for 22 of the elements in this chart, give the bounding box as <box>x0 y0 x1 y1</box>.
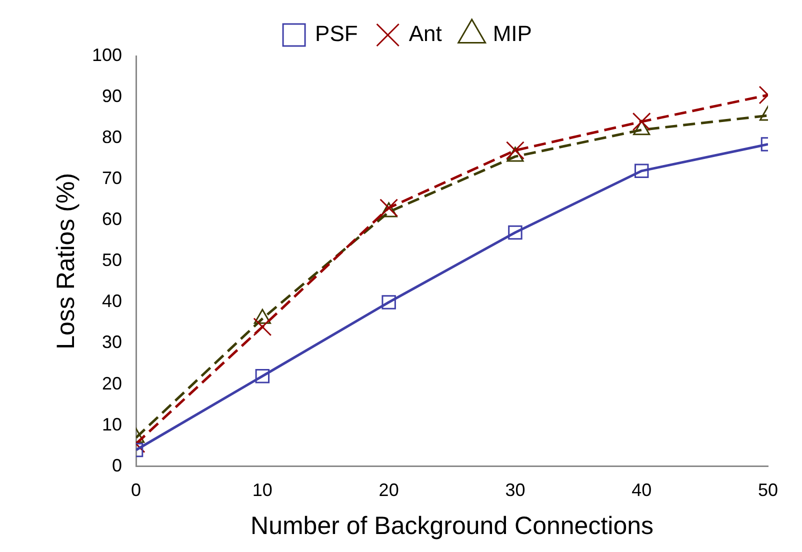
x-axis-title: Number of Background Connections <box>250 512 654 540</box>
y-tick-label: 20 <box>102 373 122 394</box>
y-tick-label: 60 <box>102 209 122 230</box>
legend-label: Ant <box>408 21 442 46</box>
x-tick-label: 20 <box>378 480 399 500</box>
y-tick-label: 30 <box>102 332 122 352</box>
x-tick-label: 30 <box>505 480 526 500</box>
y-tick-label: 50 <box>102 250 122 270</box>
y-tick-label: 10 <box>102 414 122 434</box>
y-tick-label: 90 <box>102 86 122 106</box>
y-tick-label: 40 <box>102 291 122 312</box>
y-tick-label: 80 <box>102 127 122 148</box>
x-tick-label: 40 <box>632 480 652 500</box>
y-tick-label: 0 <box>112 455 122 476</box>
x-tick-label: 50 <box>758 480 778 500</box>
x-tick-label: 10 <box>252 480 272 500</box>
y-tick-label: 70 <box>102 168 122 188</box>
x-tick-label: 0 <box>131 480 142 500</box>
y-tick-label: 100 <box>92 44 122 65</box>
legend-label: PSF <box>315 21 358 46</box>
y-axis-title: Loss Ratios (%) <box>52 172 80 350</box>
legend-label: MIP <box>492 21 532 46</box>
